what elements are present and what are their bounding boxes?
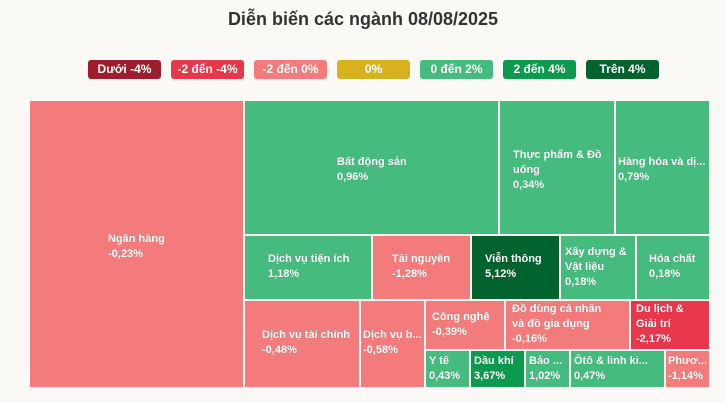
sector-name: Dầu khí	[474, 355, 514, 367]
treemap-cell[interactable]	[615, 100, 710, 235]
cell-label: Phươ... -1,14%	[668, 354, 707, 384]
sector-change: 1,02%	[529, 370, 561, 382]
cell-label: Đồ dùng cá nhân và đồ gia dụng -0,16%	[512, 302, 601, 347]
sector-change: 0,18%	[565, 276, 597, 288]
sector-change: -0,39%	[432, 326, 467, 338]
sector-name: Đồ dùng cá nhân và đồ gia dụng	[512, 303, 602, 330]
cell-label: Tài nguyên -1,28%	[392, 252, 450, 282]
treemap-cell[interactable]	[630, 300, 710, 350]
legend-item[interactable]: -2 đến 0%	[254, 60, 327, 79]
sector-change: 5,12%	[485, 268, 517, 280]
treemap-cell[interactable]	[505, 300, 630, 350]
sector-change: -1,14%	[668, 370, 703, 382]
cell-label: Công nghệ -0,39%	[432, 310, 489, 340]
cell-label: Dịch vụ tài chính -0,48%	[262, 328, 350, 358]
sector-name: Hàng hóa và dị...	[618, 156, 706, 168]
sector-change: 0,96%	[337, 171, 369, 183]
sector-change: -0,23%	[108, 248, 143, 260]
treemap-cell[interactable]	[244, 300, 360, 388]
legend-item[interactable]: 0 đến 2%	[420, 60, 493, 79]
treemap-cell[interactable]	[29, 100, 244, 388]
legend-item[interactable]: -2 đến -4%	[171, 60, 244, 79]
treemap-cell[interactable]	[525, 350, 570, 388]
treemap: Ngân hàng -0,23% Bất động sản 0,96% Thực phẩ…	[29, 100, 710, 388]
legend-item[interactable]: Dưới -4%	[88, 60, 161, 79]
legend-item[interactable]: 0%	[337, 60, 410, 79]
sector-name: Dịch vụ b...	[363, 329, 422, 341]
sector-change: 0,34%	[513, 179, 545, 191]
sector-change: 0,47%	[574, 370, 606, 382]
sector-name: Bất động sản	[337, 156, 407, 168]
treemap-cell[interactable]	[636, 235, 710, 300]
cell-label: Thực phẩm & Đồ uống 0,34%	[513, 148, 602, 193]
sector-name: Ngân hàng	[108, 233, 165, 245]
sector-name: Dịch vụ tài chính	[262, 329, 351, 341]
cell-label: Ngân hàng -0,23%	[108, 232, 165, 262]
treemap-cell[interactable]	[244, 235, 372, 300]
sector-change: 1,18%	[268, 268, 300, 280]
sector-name: Thực phẩm & Đồ uống	[513, 149, 602, 176]
cell-label: Dịch vụ b... -0,58%	[363, 328, 422, 358]
sector-name: Du lịch & Giải trí	[636, 303, 684, 330]
sector-change: 3,67%	[474, 370, 506, 382]
sector-change: 0,43%	[429, 370, 461, 382]
sector-name: Ôtô & linh ki...	[574, 355, 648, 367]
chart-title: Diễn biến các ngành 08/08/2025	[227, 9, 499, 29]
cell-label: Y tế 0,43%	[429, 354, 460, 384]
cell-label: Hóa chất 0,18%	[649, 252, 695, 282]
sector-change: -1,28%	[392, 268, 427, 280]
sector-name: Xây dựng & Vật liệu	[565, 246, 627, 273]
sector-change: 0,18%	[649, 268, 681, 280]
sector-name: Tài nguyên	[392, 253, 451, 265]
sector-name: Bảo ...	[529, 355, 563, 367]
cell-label: Viễn thông 5,12%	[485, 252, 542, 282]
sector-change: -2,17%	[636, 333, 671, 345]
treemap-cell[interactable]	[499, 100, 615, 235]
sector-name: Phươ...	[668, 355, 708, 367]
cell-label: Dầu khí 3,67%	[474, 354, 514, 384]
legend-item[interactable]: Trên 4%	[586, 60, 659, 79]
treemap-cell[interactable]	[471, 235, 560, 300]
treemap-cell[interactable]	[665, 350, 710, 388]
sector-name: Viễn thông	[485, 253, 542, 265]
treemap-cell[interactable]	[244, 100, 499, 235]
treemap-cell[interactable]	[360, 300, 425, 388]
treemap-cell[interactable]	[570, 350, 665, 388]
cell-label: Du lịch & Giải trí -2,17%	[636, 302, 684, 347]
treemap-cell[interactable]	[425, 350, 470, 388]
treemap-cell[interactable]	[560, 235, 636, 300]
legend-item[interactable]: 2 đến 4%	[503, 60, 576, 79]
cell-label: Bất động sản 0,96%	[337, 155, 407, 185]
sector-change: -0,16%	[512, 333, 547, 345]
cell-label: Bảo ... 1,02%	[529, 354, 562, 384]
sector-name: Công nghệ	[432, 311, 490, 323]
treemap-cell[interactable]	[470, 350, 525, 388]
sector-name: Dịch vụ tiện ích	[268, 253, 350, 265]
sector-name: Y tế	[429, 355, 449, 367]
cell-label: Ôtô & linh ki... 0,47%	[574, 354, 648, 384]
treemap-cell[interactable]	[425, 300, 505, 350]
sector-change: -0,48%	[262, 344, 297, 356]
sector-change: 0,79%	[618, 171, 650, 183]
cell-label: Xây dựng & Vật liệu 0,18%	[565, 245, 627, 290]
sector-name: Hóa chất	[649, 253, 696, 265]
sector-change: -0,58%	[363, 344, 398, 356]
cell-label: Hàng hóa và dị... 0,79%	[618, 155, 705, 185]
cell-label: Dịch vụ tiện ích 1,18%	[268, 252, 349, 282]
treemap-cell[interactable]	[372, 235, 471, 300]
